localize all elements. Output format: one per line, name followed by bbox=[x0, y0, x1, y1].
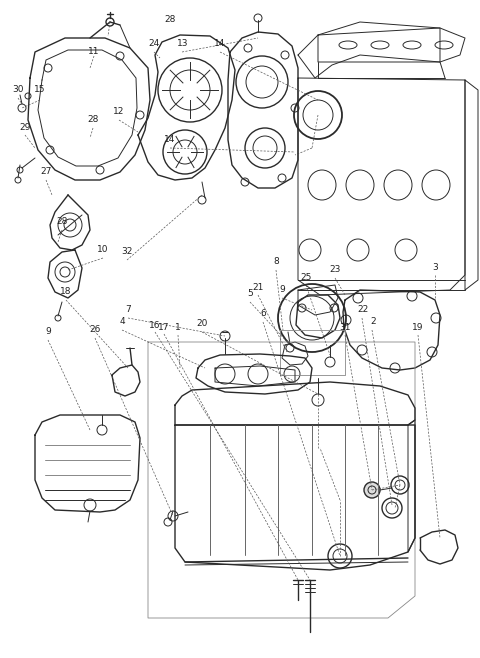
Text: 14: 14 bbox=[214, 39, 226, 49]
Text: 1: 1 bbox=[175, 322, 181, 332]
Text: 7: 7 bbox=[125, 305, 131, 315]
Text: 21: 21 bbox=[252, 284, 264, 293]
Text: 5: 5 bbox=[247, 290, 253, 299]
Text: 9: 9 bbox=[45, 328, 51, 336]
Text: 30: 30 bbox=[12, 86, 24, 95]
Text: 15: 15 bbox=[34, 86, 46, 95]
Text: 4: 4 bbox=[119, 318, 125, 326]
Text: 32: 32 bbox=[121, 247, 132, 257]
Text: 22: 22 bbox=[358, 305, 369, 315]
Text: 11: 11 bbox=[88, 47, 100, 57]
Text: 29: 29 bbox=[19, 124, 31, 132]
Text: 13: 13 bbox=[177, 39, 189, 49]
Text: 17: 17 bbox=[158, 324, 170, 332]
Text: 20: 20 bbox=[196, 320, 208, 328]
Text: 14: 14 bbox=[164, 136, 176, 145]
Text: 24: 24 bbox=[148, 39, 160, 49]
Text: 25: 25 bbox=[300, 274, 312, 282]
Text: 28: 28 bbox=[87, 116, 99, 124]
Text: 10: 10 bbox=[97, 245, 109, 255]
Text: 28: 28 bbox=[164, 16, 176, 24]
Text: 28: 28 bbox=[56, 218, 68, 226]
Circle shape bbox=[364, 482, 380, 498]
Text: 31: 31 bbox=[339, 322, 351, 332]
Text: 19: 19 bbox=[412, 322, 424, 332]
Text: 9: 9 bbox=[279, 286, 285, 295]
Text: 26: 26 bbox=[89, 326, 101, 334]
Text: 27: 27 bbox=[40, 168, 52, 176]
Text: 2: 2 bbox=[370, 318, 376, 326]
Text: 3: 3 bbox=[432, 263, 438, 272]
Text: 8: 8 bbox=[273, 257, 279, 266]
Text: 12: 12 bbox=[113, 107, 125, 116]
Text: 16: 16 bbox=[149, 320, 161, 330]
Text: 6: 6 bbox=[260, 309, 266, 318]
Text: 23: 23 bbox=[329, 265, 341, 274]
Text: 18: 18 bbox=[60, 288, 72, 297]
